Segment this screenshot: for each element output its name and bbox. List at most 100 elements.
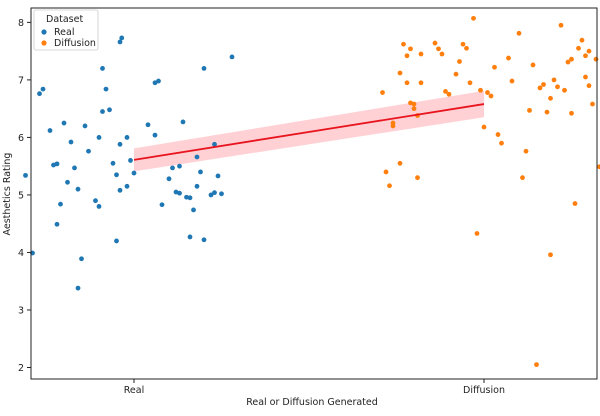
legend-label-real: Real <box>54 27 74 38</box>
legend-box <box>33 9 99 51</box>
legend-title: Dataset <box>46 14 83 25</box>
data-point-real <box>177 163 182 169</box>
data-point-diffusion <box>404 53 410 59</box>
data-point-real <box>107 107 112 113</box>
data-point-real <box>170 165 175 171</box>
data-point-diffusion <box>579 37 585 43</box>
data-point-real <box>75 186 81 192</box>
legend-label-diffusion: Diffusion <box>54 38 96 49</box>
data-point-diffusion <box>565 59 571 65</box>
data-point-diffusion <box>541 82 546 87</box>
fit-line <box>133 103 485 161</box>
data-point-real <box>124 183 130 189</box>
data-point-real <box>187 234 193 240</box>
data-point-real <box>114 172 119 178</box>
data-point-diffusion <box>558 22 564 28</box>
data-point-real <box>100 65 105 71</box>
data-point-real <box>117 141 123 147</box>
data-point-real <box>47 128 53 133</box>
data-points-layer <box>23 15 600 368</box>
data-point-diffusion <box>530 62 536 68</box>
data-point-diffusion <box>383 169 389 175</box>
data-point-real <box>166 176 172 182</box>
data-point-diffusion <box>387 183 392 189</box>
data-point-diffusion <box>593 56 599 62</box>
data-point-diffusion <box>520 175 525 181</box>
y-tick-label: 8 <box>18 18 24 29</box>
data-point-real <box>198 169 203 175</box>
data-point-diffusion <box>506 55 511 61</box>
legend: Dataset Real Diffusion <box>33 9 99 51</box>
data-point-real <box>212 190 217 196</box>
data-point-diffusion <box>537 85 543 91</box>
data-point-real <box>79 256 84 262</box>
data-point-diffusion <box>460 41 466 47</box>
data-point-diffusion <box>432 40 438 46</box>
data-point-diffusion <box>569 56 574 62</box>
y-tick-label: 7 <box>18 75 24 86</box>
plot-frame <box>30 7 598 380</box>
data-point-real <box>208 192 214 198</box>
data-point-diffusion <box>397 160 403 166</box>
data-point-diffusion <box>499 140 504 146</box>
data-point-diffusion <box>590 101 595 107</box>
data-point-real <box>187 195 193 201</box>
data-point-diffusion <box>390 120 396 126</box>
data-point-real <box>229 54 235 60</box>
y-tick-label: 6 <box>18 133 24 144</box>
data-point-diffusion <box>492 64 497 70</box>
data-point-diffusion <box>548 95 553 101</box>
data-point-real <box>82 123 88 129</box>
data-point-diffusion <box>478 87 483 93</box>
data-point-real <box>37 91 42 97</box>
y-tick-label: 5 <box>18 190 24 201</box>
data-point-diffusion <box>380 90 385 95</box>
data-point-diffusion <box>408 46 413 52</box>
data-point-real <box>117 39 123 45</box>
y-axis-label: Aesthetics Rating <box>2 153 13 236</box>
data-point-real <box>23 172 28 178</box>
data-point-diffusion <box>485 90 490 95</box>
data-point-real <box>40 86 46 92</box>
data-point-real <box>93 198 98 204</box>
data-point-real <box>103 86 109 92</box>
data-point-real <box>194 183 200 189</box>
data-point-diffusion <box>534 362 539 368</box>
data-point-diffusion <box>411 101 417 107</box>
data-point-real <box>212 141 217 147</box>
data-point-real <box>75 285 81 291</box>
data-point-diffusion <box>443 89 448 94</box>
data-point-diffusion <box>488 93 494 99</box>
data-point-diffusion <box>471 15 476 21</box>
data-point-real <box>215 173 221 179</box>
data-point-real <box>219 191 224 197</box>
fit-line-layer <box>133 103 485 161</box>
data-point-real <box>201 65 207 71</box>
data-point-real <box>128 158 133 163</box>
data-point-diffusion <box>562 87 567 93</box>
y-tick-label: 4 <box>18 248 24 259</box>
data-point-real <box>117 187 123 193</box>
data-point-diffusion <box>572 201 578 206</box>
data-point-diffusion <box>586 83 592 89</box>
data-point-real <box>177 190 182 196</box>
data-point-diffusion <box>597 164 600 170</box>
data-point-real <box>86 148 91 154</box>
data-point-real <box>156 78 161 84</box>
y-axis: 2 3 4 5 6 7 8 <box>18 18 31 374</box>
data-point-diffusion <box>548 252 553 258</box>
data-point-real <box>145 122 151 128</box>
y-tick-label: 3 <box>18 305 24 316</box>
data-point-real <box>191 207 196 213</box>
data-point-diffusion <box>544 109 550 115</box>
data-point-diffusion <box>453 71 459 77</box>
data-point-diffusion <box>411 106 417 112</box>
data-point-diffusion <box>516 30 522 36</box>
data-point-diffusion <box>446 91 452 97</box>
data-point-diffusion <box>415 175 420 181</box>
data-point-real <box>152 132 158 138</box>
data-point-real <box>68 139 74 145</box>
y-tick-label: 2 <box>18 363 24 374</box>
data-point-real <box>180 119 186 125</box>
data-point-real <box>72 165 77 171</box>
